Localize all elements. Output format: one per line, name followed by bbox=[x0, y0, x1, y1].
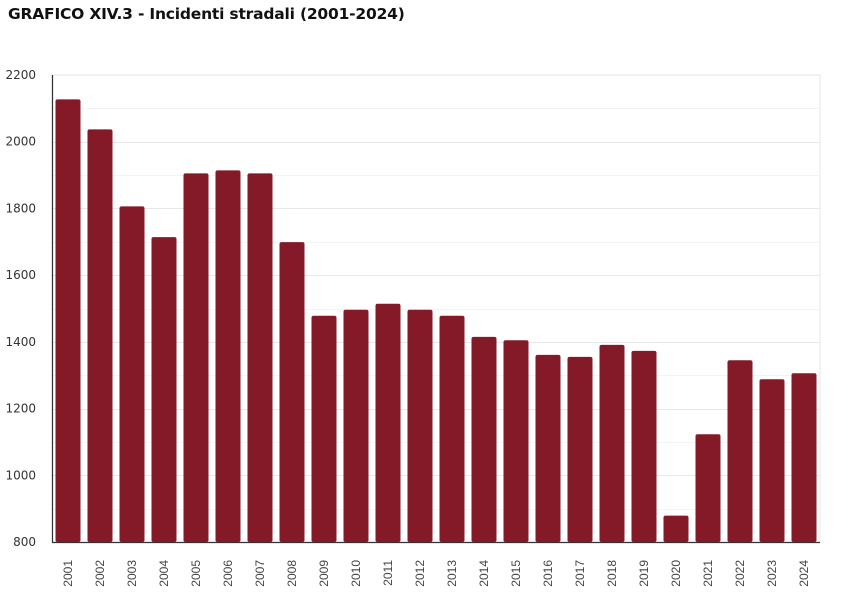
x-tick-label: 2016 bbox=[541, 560, 555, 587]
axes bbox=[51, 75, 820, 544]
x-tick-label: 2020 bbox=[669, 560, 683, 587]
bar-2010[interactable] bbox=[343, 309, 369, 542]
x-tick-label: 2004 bbox=[157, 560, 171, 587]
y-tick-label: 1600 bbox=[5, 268, 36, 282]
x-tick-label: 2006 bbox=[221, 560, 235, 587]
x-tick-label: 2024 bbox=[797, 560, 811, 587]
x-tick-label: 2010 bbox=[349, 560, 363, 587]
y-tick-label: 800 bbox=[13, 535, 36, 549]
bar-2012[interactable] bbox=[407, 309, 433, 542]
bar-2011[interactable] bbox=[375, 303, 401, 542]
x-tick-label: 2005 bbox=[189, 560, 203, 587]
bar-2017[interactable] bbox=[567, 356, 593, 542]
bar-2001[interactable] bbox=[55, 99, 81, 543]
bar-2009[interactable] bbox=[311, 315, 337, 542]
bar-2006[interactable] bbox=[215, 170, 241, 542]
y-axis-ticks: 800 1000 1200 1400 1600 1800 2000 2200 bbox=[5, 68, 36, 549]
x-tick-label: 2001 bbox=[61, 560, 75, 587]
bar-2023[interactable] bbox=[759, 379, 785, 542]
y-tick-label: 1000 bbox=[5, 468, 36, 482]
bar-2016[interactable] bbox=[535, 354, 561, 542]
y-tick-label: 2000 bbox=[5, 135, 36, 149]
x-tick-label: 2014 bbox=[477, 560, 491, 587]
x-axis-ticks: 2001 2002 2003 2004 2005 2006 2007 2008 2009 2010… bbox=[61, 560, 811, 587]
bars bbox=[55, 99, 817, 543]
y-tick-label: 1400 bbox=[5, 335, 36, 349]
x-tick-label: 2008 bbox=[285, 560, 299, 587]
x-tick-label: 2009 bbox=[317, 560, 331, 587]
bar-2015[interactable] bbox=[503, 340, 529, 542]
x-tick-label: 2022 bbox=[733, 560, 747, 587]
y-tick-label: 1800 bbox=[5, 201, 36, 215]
x-tick-label: 2002 bbox=[93, 560, 107, 587]
bar-2007[interactable] bbox=[247, 173, 273, 542]
bar-2008[interactable] bbox=[279, 242, 305, 542]
x-tick-label: 2023 bbox=[765, 560, 779, 587]
chart-title: GRAFICO XIV.3 - Incidenti stradali (2001… bbox=[8, 5, 405, 23]
bar-2022[interactable] bbox=[727, 360, 753, 542]
x-tick-label: 2019 bbox=[637, 560, 651, 587]
bar-2021[interactable] bbox=[695, 434, 721, 542]
x-tick-label: 2018 bbox=[605, 560, 619, 587]
bar-2005[interactable] bbox=[183, 173, 209, 542]
x-tick-label: 2017 bbox=[573, 560, 587, 587]
bar-2013[interactable] bbox=[439, 315, 465, 542]
y-tick-label: 2200 bbox=[5, 68, 36, 82]
bar-2014[interactable] bbox=[471, 336, 497, 542]
x-tick-label: 2011 bbox=[381, 560, 395, 586]
bar-2018[interactable] bbox=[599, 344, 625, 542]
y-tick-label: 1200 bbox=[5, 402, 36, 416]
x-tick-label: 2013 bbox=[445, 560, 459, 587]
x-tick-label: 2012 bbox=[413, 560, 427, 587]
x-tick-label: 2003 bbox=[125, 560, 139, 587]
x-tick-label: 2021 bbox=[701, 560, 715, 587]
bar-2020[interactable] bbox=[663, 515, 689, 542]
x-tick-label: 2007 bbox=[253, 560, 267, 587]
bar-2004[interactable] bbox=[151, 237, 177, 542]
x-tick-label: 2015 bbox=[509, 560, 523, 587]
bar-2003[interactable] bbox=[119, 206, 145, 542]
gridlines bbox=[51, 74, 821, 543]
bar-2002[interactable] bbox=[87, 129, 113, 542]
bar-2024[interactable] bbox=[791, 373, 817, 542]
bar-2019[interactable] bbox=[631, 350, 657, 542]
